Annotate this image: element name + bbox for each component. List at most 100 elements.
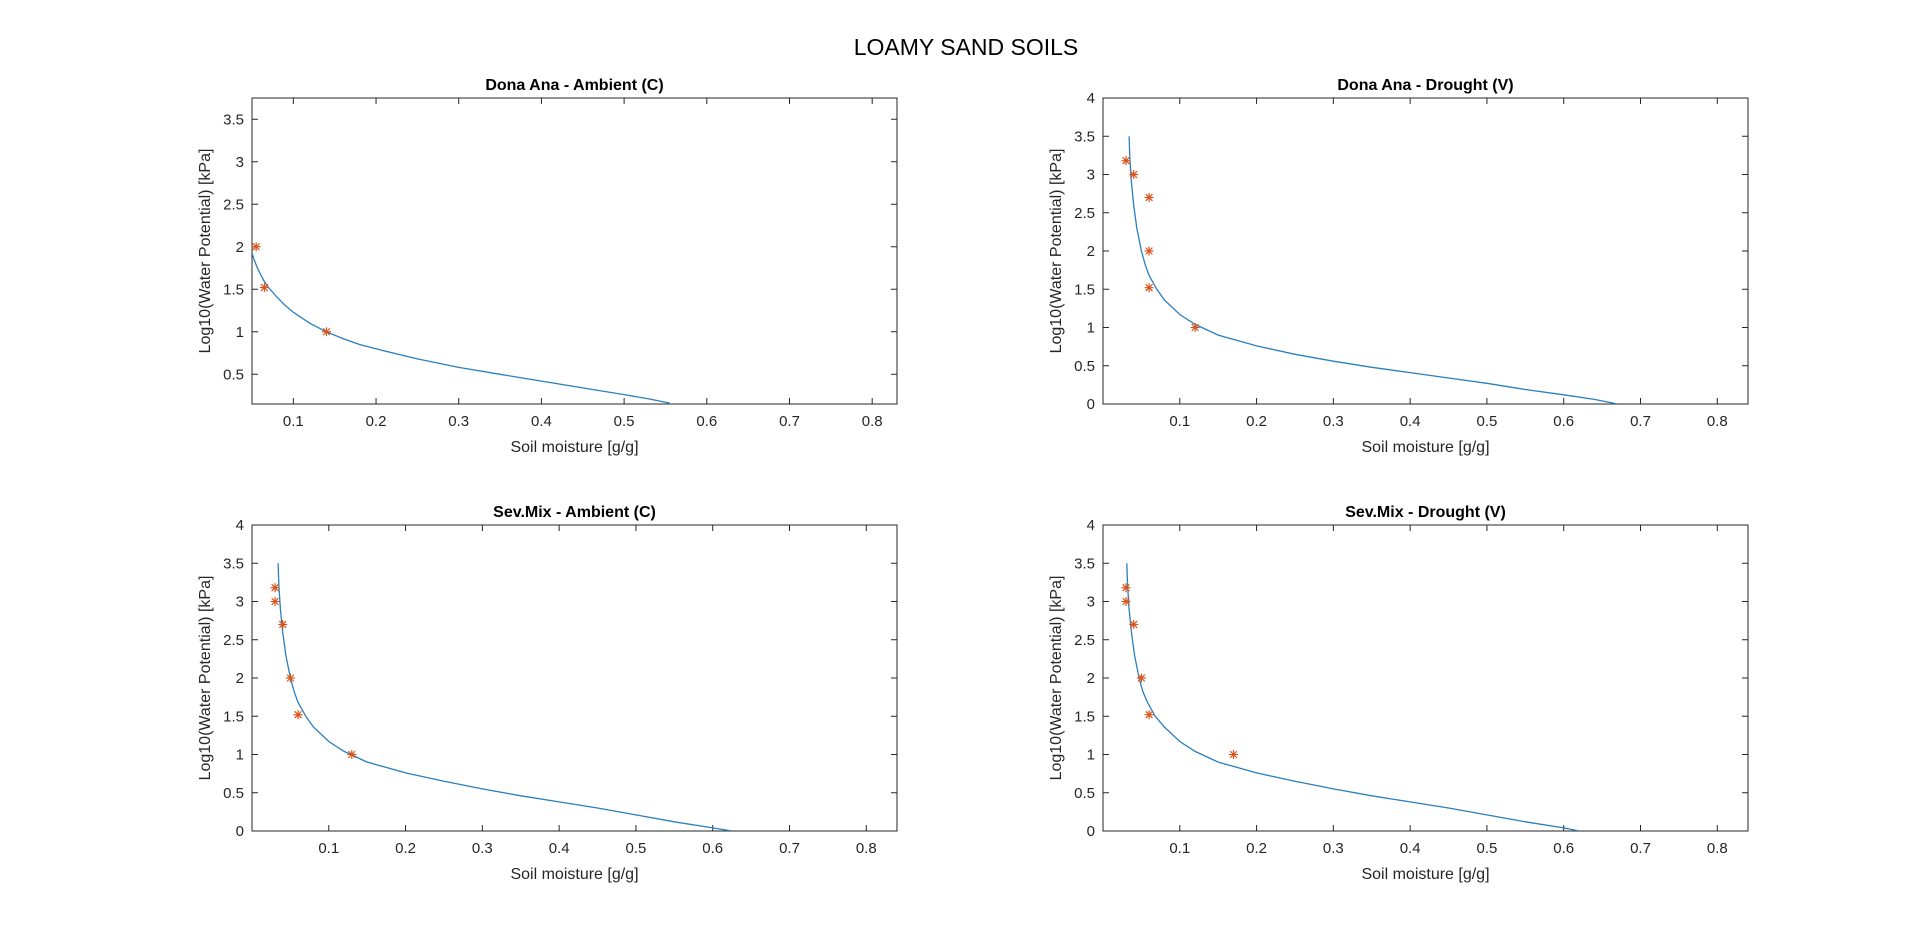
y-tick-label: 2 <box>1087 243 1095 260</box>
x-tick-label: 0.5 <box>625 840 646 857</box>
x-tick-label: 0.4 <box>531 413 552 430</box>
data-point <box>1190 323 1200 332</box>
y-tick-label: 4 <box>1087 517 1095 534</box>
plot-area <box>270 563 733 831</box>
y-tick-label: 4 <box>236 517 244 534</box>
x-tick-label: 0.5 <box>1476 413 1497 430</box>
data-point <box>293 710 303 720</box>
retention-curve <box>1128 136 1618 404</box>
x-tick-label: 0.2 <box>1246 413 1267 430</box>
data-point <box>1121 583 1131 593</box>
y-tick-label: 0.5 <box>1074 785 1095 802</box>
data-point <box>285 673 295 683</box>
x-tick-label: 0.2 <box>1246 840 1267 857</box>
x-tick-label: 0.3 <box>1323 413 1344 430</box>
x-tick-label: 0.7 <box>779 413 800 430</box>
y-tick-label: 2.5 <box>223 196 244 213</box>
axes-frame <box>251 97 898 405</box>
x-tick-label: 0.8 <box>1707 413 1728 430</box>
y-axis-label: Log10(Water Potential) [kPa] <box>1048 149 1065 354</box>
x-tick-label: 0.1 <box>283 413 304 430</box>
x-axis-label: Soil moisture [g/g] <box>1361 866 1489 883</box>
data-point <box>270 597 280 606</box>
x-tick-label: 0.6 <box>702 840 723 857</box>
plot-area <box>1121 136 1618 404</box>
y-tick-label: 0.5 <box>223 785 244 802</box>
x-tick-label: 0.3 <box>472 840 493 857</box>
y-tick-label: 3 <box>1087 594 1095 611</box>
x-tick-label: 0.1 <box>318 840 339 857</box>
y-tick-label: 2 <box>236 239 244 256</box>
data-point <box>1144 710 1154 720</box>
data-point <box>252 242 261 252</box>
x-tick-label: 0.2 <box>395 840 416 857</box>
data-point <box>1229 750 1239 759</box>
y-tick-label: 1.5 <box>1074 281 1095 298</box>
subplot-4: 0.1 0.2 0.3 0.4 0.5 0.6 0.7 0.8 0 0.5 1 1.5 2 2.5 3 3.5… <box>1048 504 1749 883</box>
axes-frame <box>1102 97 1749 405</box>
y-axis-label: Log10(Water Potential) [kPa] <box>1048 576 1065 781</box>
y-tick-label: 2.5 <box>223 632 244 649</box>
y-tick-label: 0 <box>1087 396 1095 413</box>
data-point <box>1144 192 1154 202</box>
x-tick-label: 0.8 <box>862 413 883 430</box>
y-tick-label: 3.5 <box>1074 128 1095 145</box>
data-point <box>1129 619 1139 629</box>
y-tick-label: 3.5 <box>223 111 244 128</box>
data-point <box>1144 283 1154 293</box>
retention-curve <box>1126 563 1580 831</box>
x-tick-label: 0.3 <box>448 413 469 430</box>
x-tick-label: 0.1 <box>1169 413 1190 430</box>
y-tick-label: 1 <box>236 324 244 341</box>
x-tick-label: 0.6 <box>1553 840 1574 857</box>
x-tick-label: 0.5 <box>1476 840 1497 857</box>
plot-area <box>1121 563 1580 831</box>
x-tick-label: 0.8 <box>1707 840 1728 857</box>
x-tick-label: 0.5 <box>614 413 635 430</box>
x-tick-label: 0.6 <box>696 413 717 430</box>
retention-curve <box>277 563 733 831</box>
data-point <box>1121 597 1131 606</box>
y-tick-label: 1 <box>1087 747 1095 764</box>
data-point <box>278 619 288 629</box>
subplot-title: Dona Ana - Ambient (C) <box>485 77 663 94</box>
x-tick-label: 0.7 <box>1630 413 1651 430</box>
y-tick-label: 0.5 <box>1074 358 1095 375</box>
data-point <box>321 327 331 337</box>
y-tick-label: 3 <box>236 154 244 171</box>
subplot-title: Sev.Mix - Drought (V) <box>1345 504 1506 521</box>
y-tick-label: 4 <box>1087 90 1095 107</box>
x-axis-label: Soil moisture [g/g] <box>510 439 638 456</box>
y-tick-label: 0 <box>1087 823 1095 840</box>
subplot-2: 0.1 0.2 0.3 0.4 0.5 0.6 0.7 0.8 0 0.5 1 1.5 2 2.5 3 3.5… <box>1048 77 1749 456</box>
y-tick-label: 3 <box>236 594 244 611</box>
y-tick-label: 2 <box>1087 670 1095 687</box>
y-axis-label: Log10(Water Potential) [kPa] <box>197 149 214 354</box>
x-tick-label: 0.7 <box>1630 840 1651 857</box>
y-tick-label: 0.5 <box>223 366 244 383</box>
y-tick-label: 1.5 <box>223 708 244 725</box>
y-tick-label: 3.5 <box>1074 555 1095 572</box>
y-tick-label: 1 <box>1087 320 1095 337</box>
subplot-3: 0.1 0.2 0.3 0.4 0.5 0.6 0.7 0.8 0 0.5 1 1.5 2 2.5 3 3.5… <box>197 504 898 883</box>
subplot-title: Sev.Mix - Ambient (C) <box>493 504 656 521</box>
y-tick-label: 1.5 <box>1074 708 1095 725</box>
y-tick-label: 2.5 <box>1074 205 1095 222</box>
x-tick-label: 0.4 <box>1400 840 1421 857</box>
subplot-title: Dona Ana - Drought (V) <box>1337 77 1513 94</box>
data-point <box>347 750 357 759</box>
data-point <box>1129 170 1139 179</box>
axes-frame <box>1102 524 1749 832</box>
subplot-1: 0.1 0.2 0.3 0.4 0.5 0.6 0.7 0.8 0.5 1 1.5 2 2.5 3 3.5 D… <box>197 77 898 456</box>
data-point <box>1144 246 1154 256</box>
y-tick-label: 1 <box>236 747 244 764</box>
subplots: 0.1 0.2 0.3 0.4 0.5 0.6 0.7 0.8 0.5 1 1.5 2 2.5 3 3.5 D… <box>197 77 1749 883</box>
y-tick-label: 3.5 <box>223 555 244 572</box>
figure-title: LOAMY SAND SOILS <box>854 34 1079 60</box>
x-tick-label: 0.8 <box>856 840 877 857</box>
plot-area <box>252 242 670 404</box>
data-point <box>1136 673 1146 683</box>
x-tick-label: 0.7 <box>779 840 800 857</box>
data-point <box>1121 156 1131 166</box>
